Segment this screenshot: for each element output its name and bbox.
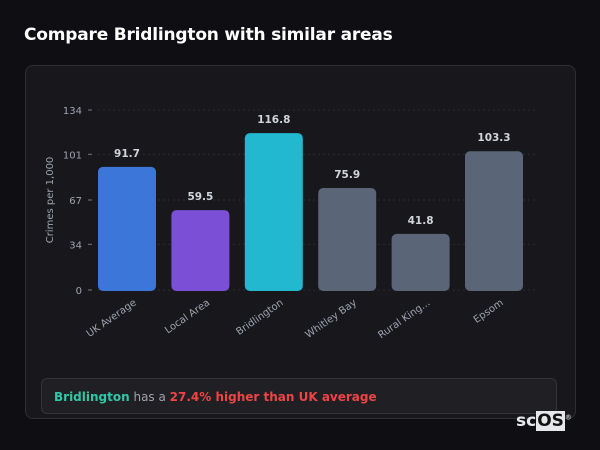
- summary-place: Bridlington: [54, 390, 130, 404]
- x-tick-label: Bridlington: [234, 297, 285, 337]
- scos-logo: scOS®: [516, 411, 572, 431]
- bar-uk-average: [98, 166, 156, 291]
- data-label: 75.9: [334, 169, 360, 181]
- x-tick-label: Rural King...: [376, 297, 432, 341]
- bar-bridlington: [244, 133, 303, 291]
- data-label: 103.3: [477, 132, 510, 144]
- bar-local-area: [171, 210, 230, 291]
- y-tick-label: 0: [76, 286, 82, 297]
- y-tick-label: 34: [69, 240, 82, 251]
- y-tick-label: 67: [69, 196, 82, 207]
- data-label: 91.7: [114, 148, 140, 160]
- x-tick-label: UK Average: [85, 297, 139, 339]
- summary-box: Bridlington has a 27.4% higher than UK a…: [41, 378, 557, 414]
- bar-epsom: [465, 151, 523, 291]
- data-label: 59.5: [187, 191, 213, 203]
- y-tick-label: 101: [63, 150, 82, 161]
- data-label: 41.8: [408, 215, 434, 227]
- bar-whitley-bay: [318, 188, 377, 291]
- bar-rural-king-: [391, 233, 450, 291]
- data-label: 116.8: [257, 114, 290, 126]
- x-tick-label: Local Area: [163, 297, 212, 336]
- summary-text: has a: [129, 390, 170, 404]
- y-tick-label: 134: [63, 106, 82, 117]
- x-tick-label: Epsom: [472, 297, 506, 325]
- summary-comparison: 27.4% higher than UK average: [169, 390, 377, 404]
- x-tick-label: Whitley Bay: [304, 297, 359, 340]
- page-title: Compare Bridlington with similar areas: [24, 25, 393, 45]
- y-axis-label: Crimes per 1,000: [45, 157, 56, 244]
